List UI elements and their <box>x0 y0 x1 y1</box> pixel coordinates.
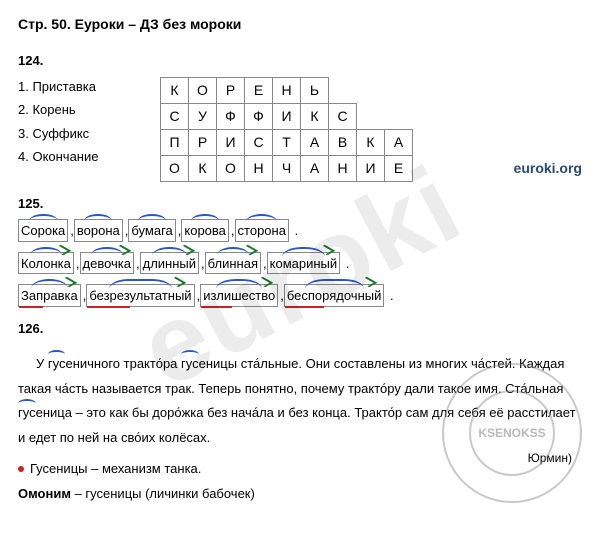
grid-cell: Н <box>273 77 301 103</box>
grid-cell: С <box>245 129 273 155</box>
ex126-number: 126. <box>18 319 582 339</box>
ex124-number: 124. <box>18 51 582 71</box>
grid-cell <box>357 77 385 103</box>
ex124-block: 1. Приставка 2. Корень 3. Суффикс 4. Око… <box>18 77 582 182</box>
grid-cell: В <box>329 129 357 155</box>
wordbox: Заправка <box>18 284 81 307</box>
ex124-list-item: 2. Корень <box>18 100 136 120</box>
wordbox: длинный <box>140 252 199 275</box>
ex126-definition: Омоним – гусеницы (личинки бабочек) <box>18 484 582 504</box>
grid-cell <box>329 77 357 103</box>
grid-cell: Е <box>385 155 413 181</box>
ex126-block: У гусеничного трактора гусеницы стальные… <box>18 352 582 504</box>
grid-cell: И <box>273 103 301 129</box>
wordbox: корова <box>181 219 229 242</box>
ex125-line: Сорока, ворона, бумага, корова, сторона … <box>18 219 582 242</box>
grid-cell: Е <box>245 77 273 103</box>
wordbox: девочка <box>80 252 135 275</box>
grid-cell: К <box>301 103 329 129</box>
grid-cell: Р <box>189 129 217 155</box>
ex125-line: Колонка, девочка, длинный, блинная, кома… <box>18 252 582 275</box>
grid-cell: Ь <box>301 77 329 103</box>
wordbox: безрезультатный <box>86 284 194 307</box>
wordbox: излишество <box>200 284 278 307</box>
grid-cell: О <box>189 77 217 103</box>
ex126-bullet: Гусеницы – механизм танка. <box>30 461 201 476</box>
grid-cell: Н <box>245 155 273 181</box>
bullet-icon <box>18 466 24 472</box>
line-end: . <box>386 288 393 303</box>
grid-cell: П <box>161 129 189 155</box>
grid-cell: И <box>217 129 245 155</box>
wordbox: Колонка <box>18 252 74 275</box>
author-line: Юрмин) <box>528 449 572 467</box>
wordbox: беспорядочный <box>284 284 385 307</box>
line-end: . <box>342 256 349 271</box>
wordbox: бумага <box>128 219 175 242</box>
ex124-grid: КОРЕНЬСУФФИКСПРИСТАВКАОКОНЧАНИЕ <box>160 77 413 182</box>
wordbox: Сорока <box>18 219 68 242</box>
grid-cell: К <box>357 129 385 155</box>
grid-cell: А <box>385 129 413 155</box>
line-end: . <box>291 223 298 238</box>
ex124-list-item: 4. Окончание <box>18 147 136 167</box>
grid-cell: Р <box>217 77 245 103</box>
grid-cell: Ч <box>273 155 301 181</box>
ex125-number: 125. <box>18 194 582 214</box>
grid-cell <box>385 77 413 103</box>
grid-cell: О <box>161 155 189 181</box>
grid-cell: У <box>189 103 217 129</box>
grid-cell: Т <box>273 129 301 155</box>
grid-cell <box>385 103 413 129</box>
wordbox: комариный <box>267 252 341 275</box>
grid-cell: С <box>329 103 357 129</box>
ex126-bullet-line: Гусеницы – механизм танка. <box>18 459 582 479</box>
grid-cell: Ф <box>245 103 273 129</box>
ex126-paragraph: У гусеничного трактора гусеницы стальные… <box>18 352 582 451</box>
grid-cell: Н <box>329 155 357 181</box>
ex124-list: 1. Приставка 2. Корень 3. Суффикс 4. Око… <box>18 77 136 182</box>
ex124-list-item: 1. Приставка <box>18 77 136 97</box>
def-term: Омоним <box>18 486 71 501</box>
grid-cell: К <box>189 155 217 181</box>
wordbox: сторона <box>235 219 289 242</box>
grid-cell <box>357 103 385 129</box>
def-rest: – гусеницы (личинки бабочек) <box>71 486 255 501</box>
ex125-block: Сорока, ворона, бумага, корова, сторона … <box>18 219 582 307</box>
grid-cell: Ф <box>217 103 245 129</box>
wordbox: блинная <box>205 252 261 275</box>
ex124-list-item: 3. Суффикс <box>18 124 136 144</box>
grid-cell: С <box>161 103 189 129</box>
grid-cell: А <box>301 155 329 181</box>
ex125-line: Заправка, безрезультатный, излишество, б… <box>18 284 582 307</box>
attribution: euroki.org <box>514 158 582 179</box>
grid-cell: А <box>301 129 329 155</box>
grid-cell: И <box>357 155 385 181</box>
grid-cell: К <box>161 77 189 103</box>
grid-cell: О <box>217 155 245 181</box>
wordbox: ворона <box>74 219 123 242</box>
page-header: Стр. 50. Еуроки – ДЗ без мороки <box>18 14 582 35</box>
